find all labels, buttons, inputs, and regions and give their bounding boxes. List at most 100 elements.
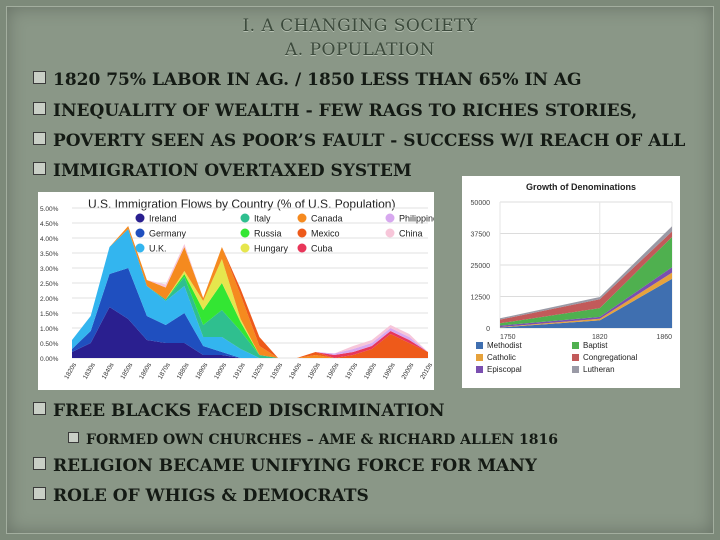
- x-tick-label: 1830s: [82, 361, 97, 380]
- series-area-uk: [72, 229, 428, 358]
- x-tick-label: 2010s: [419, 361, 434, 380]
- x-tick-label: 1880s: [176, 361, 191, 380]
- bullet-text: RELIGION BECAME UNIFYING FORCE FOR MANY: [53, 456, 537, 476]
- legend-label: Episcopal: [487, 365, 522, 374]
- legend-label: Canada: [311, 214, 343, 224]
- legend-label: Baptist: [583, 341, 608, 350]
- series-area-mexico: [72, 226, 428, 358]
- x-tick-label: 1750: [500, 334, 516, 341]
- x-tick-label: 1860: [656, 334, 672, 341]
- bullet-item: POVERTY SEEN AS POOR’S FAULT - SUCCESS W…: [33, 131, 685, 151]
- y-tick-label: 37500: [471, 232, 491, 239]
- y-tick-label: 3.00%: [40, 266, 59, 273]
- legend-label: Methodist: [487, 341, 522, 350]
- y-tick-label: 4.50%: [40, 221, 59, 228]
- y-tick-label: 0.00%: [40, 356, 59, 363]
- bullet-box-icon: [33, 457, 46, 470]
- legend-label: U.K.: [149, 244, 167, 254]
- legend-marker: [572, 354, 579, 361]
- bullet-item: IMMIGRATION OVERTAXED SYSTEM: [33, 161, 412, 181]
- y-tick-label: 12500: [471, 295, 491, 302]
- legend-marker: [385, 228, 395, 238]
- immigration-chart-panel: U.S. Immigration Flows by Country (% of …: [38, 192, 443, 390]
- x-tick-label: 1910s: [232, 361, 247, 380]
- x-tick-label: 1850s: [119, 361, 134, 380]
- series-area-congregational: [500, 231, 672, 324]
- bullet-text: ROLE OF WHIGS & DEMOCRATS: [53, 486, 369, 506]
- legend-marker: [135, 243, 145, 253]
- y-tick-label: 1.50%: [40, 311, 59, 318]
- bullet-box-icon: [33, 162, 46, 175]
- series-area-canada: [72, 226, 428, 358]
- bullet-item: RELIGION BECAME UNIFYING FORCE FOR MANY: [33, 456, 537, 476]
- x-tick-label: 1940s: [288, 361, 303, 380]
- legend-label: Congregational: [583, 353, 637, 362]
- y-tick-label: 3.50%: [40, 251, 59, 258]
- series-area-baptist: [500, 237, 672, 326]
- legend-label: Ireland: [149, 214, 177, 224]
- y-tick-label: 25000: [471, 263, 491, 270]
- legend-marker: [476, 342, 483, 349]
- series-area-lutheran: [500, 226, 672, 320]
- bullet-text: INEQUALITY OF WEALTH - FEW RAGS TO RICHE…: [53, 101, 638, 121]
- x-tick-label: 1930s: [269, 361, 284, 380]
- y-tick-label: 0: [486, 326, 490, 333]
- y-tick-label: 5.00%: [40, 206, 59, 213]
- legend-label: Italy: [254, 214, 271, 224]
- slide-title: I. A CHANGING SOCIETY: [242, 16, 478, 36]
- x-tick-label: 1820s: [63, 361, 78, 380]
- slide-subtitle: A. POPULATION: [285, 40, 435, 60]
- legend-marker: [385, 213, 395, 223]
- legend-marker: [572, 342, 579, 349]
- legend-marker: [240, 228, 250, 238]
- denominations-chart: Growth of Denominations 0 12500 25000 37500 5…: [471, 182, 673, 374]
- bullet-box-icon: [68, 432, 79, 443]
- legend-marker: [240, 213, 250, 223]
- bullet-text: POVERTY SEEN AS POOR’S FAULT - SUCCESS W…: [53, 131, 686, 151]
- x-tick-label: 1980s: [363, 361, 378, 380]
- bullet-item: INEQUALITY OF WEALTH - FEW RAGS TO RICHE…: [33, 101, 637, 121]
- x-tick-label: 1970s: [344, 361, 359, 380]
- bullet-text: FREE BLACKS FACED DISCRIMINATION: [53, 401, 445, 421]
- series-area-methodist: [500, 278, 672, 328]
- sub-bullet-text: FORMED OWN CHURCHES – AME & RICHARD ALLE…: [86, 432, 558, 448]
- legend-marker: [572, 366, 579, 373]
- x-tick-label: 1840s: [101, 361, 116, 380]
- legend-label: Cuba: [311, 244, 333, 254]
- bullet-box-icon: [33, 102, 46, 115]
- series-area-germany: [72, 268, 428, 358]
- bullet-box-icon: [33, 402, 46, 415]
- legend-marker: [297, 228, 307, 238]
- legend-label: China: [399, 229, 423, 239]
- legend-marker: [297, 243, 307, 253]
- x-tick-label: 1990s: [382, 361, 397, 380]
- bullet-text: 1820 75% LABOR IN AG. / 1850 LESS THAN 6…: [53, 70, 582, 90]
- y-tick-label: 2.50%: [40, 281, 59, 288]
- x-tick-label: 1950s: [307, 361, 322, 380]
- legend-label: Catholic: [487, 353, 516, 362]
- legend-marker: [476, 354, 483, 361]
- denominations-chart-panel: Growth of Denominations 0 12500 25000 37500 5…: [462, 176, 680, 388]
- chart-title: Growth of Denominations: [526, 182, 636, 192]
- legend-label: Philippines: [399, 214, 434, 224]
- legend-label: Lutheran: [583, 365, 615, 374]
- y-tick-label: 50000: [471, 200, 491, 207]
- chart-title: U.S. Immigration Flows by Country (% of …: [88, 197, 395, 211]
- legend-marker: [297, 213, 307, 223]
- x-tick-label: 1820: [592, 334, 608, 341]
- legend-marker: [240, 243, 250, 253]
- x-tick-label: 1920s: [251, 361, 266, 380]
- bullet-item: 1820 75% LABOR IN AG. / 1850 LESS THAN 6…: [33, 70, 582, 90]
- legend-label: Mexico: [311, 229, 340, 239]
- x-tick-label: 2000s: [401, 361, 416, 380]
- bullet-item: FREE BLACKS FACED DISCRIMINATION: [33, 401, 445, 421]
- legend-label: Russia: [254, 229, 282, 239]
- bullet-box-icon: [33, 132, 46, 145]
- x-tick-label: 1900s: [213, 361, 228, 380]
- bullet-item: ROLE OF WHIGS & DEMOCRATS: [33, 486, 369, 506]
- legend-marker: [135, 213, 145, 223]
- x-tick-label: 1860s: [138, 361, 153, 380]
- bullet-box-icon: [33, 71, 46, 84]
- x-tick-label: 1890s: [194, 361, 209, 380]
- legend-marker: [476, 366, 483, 373]
